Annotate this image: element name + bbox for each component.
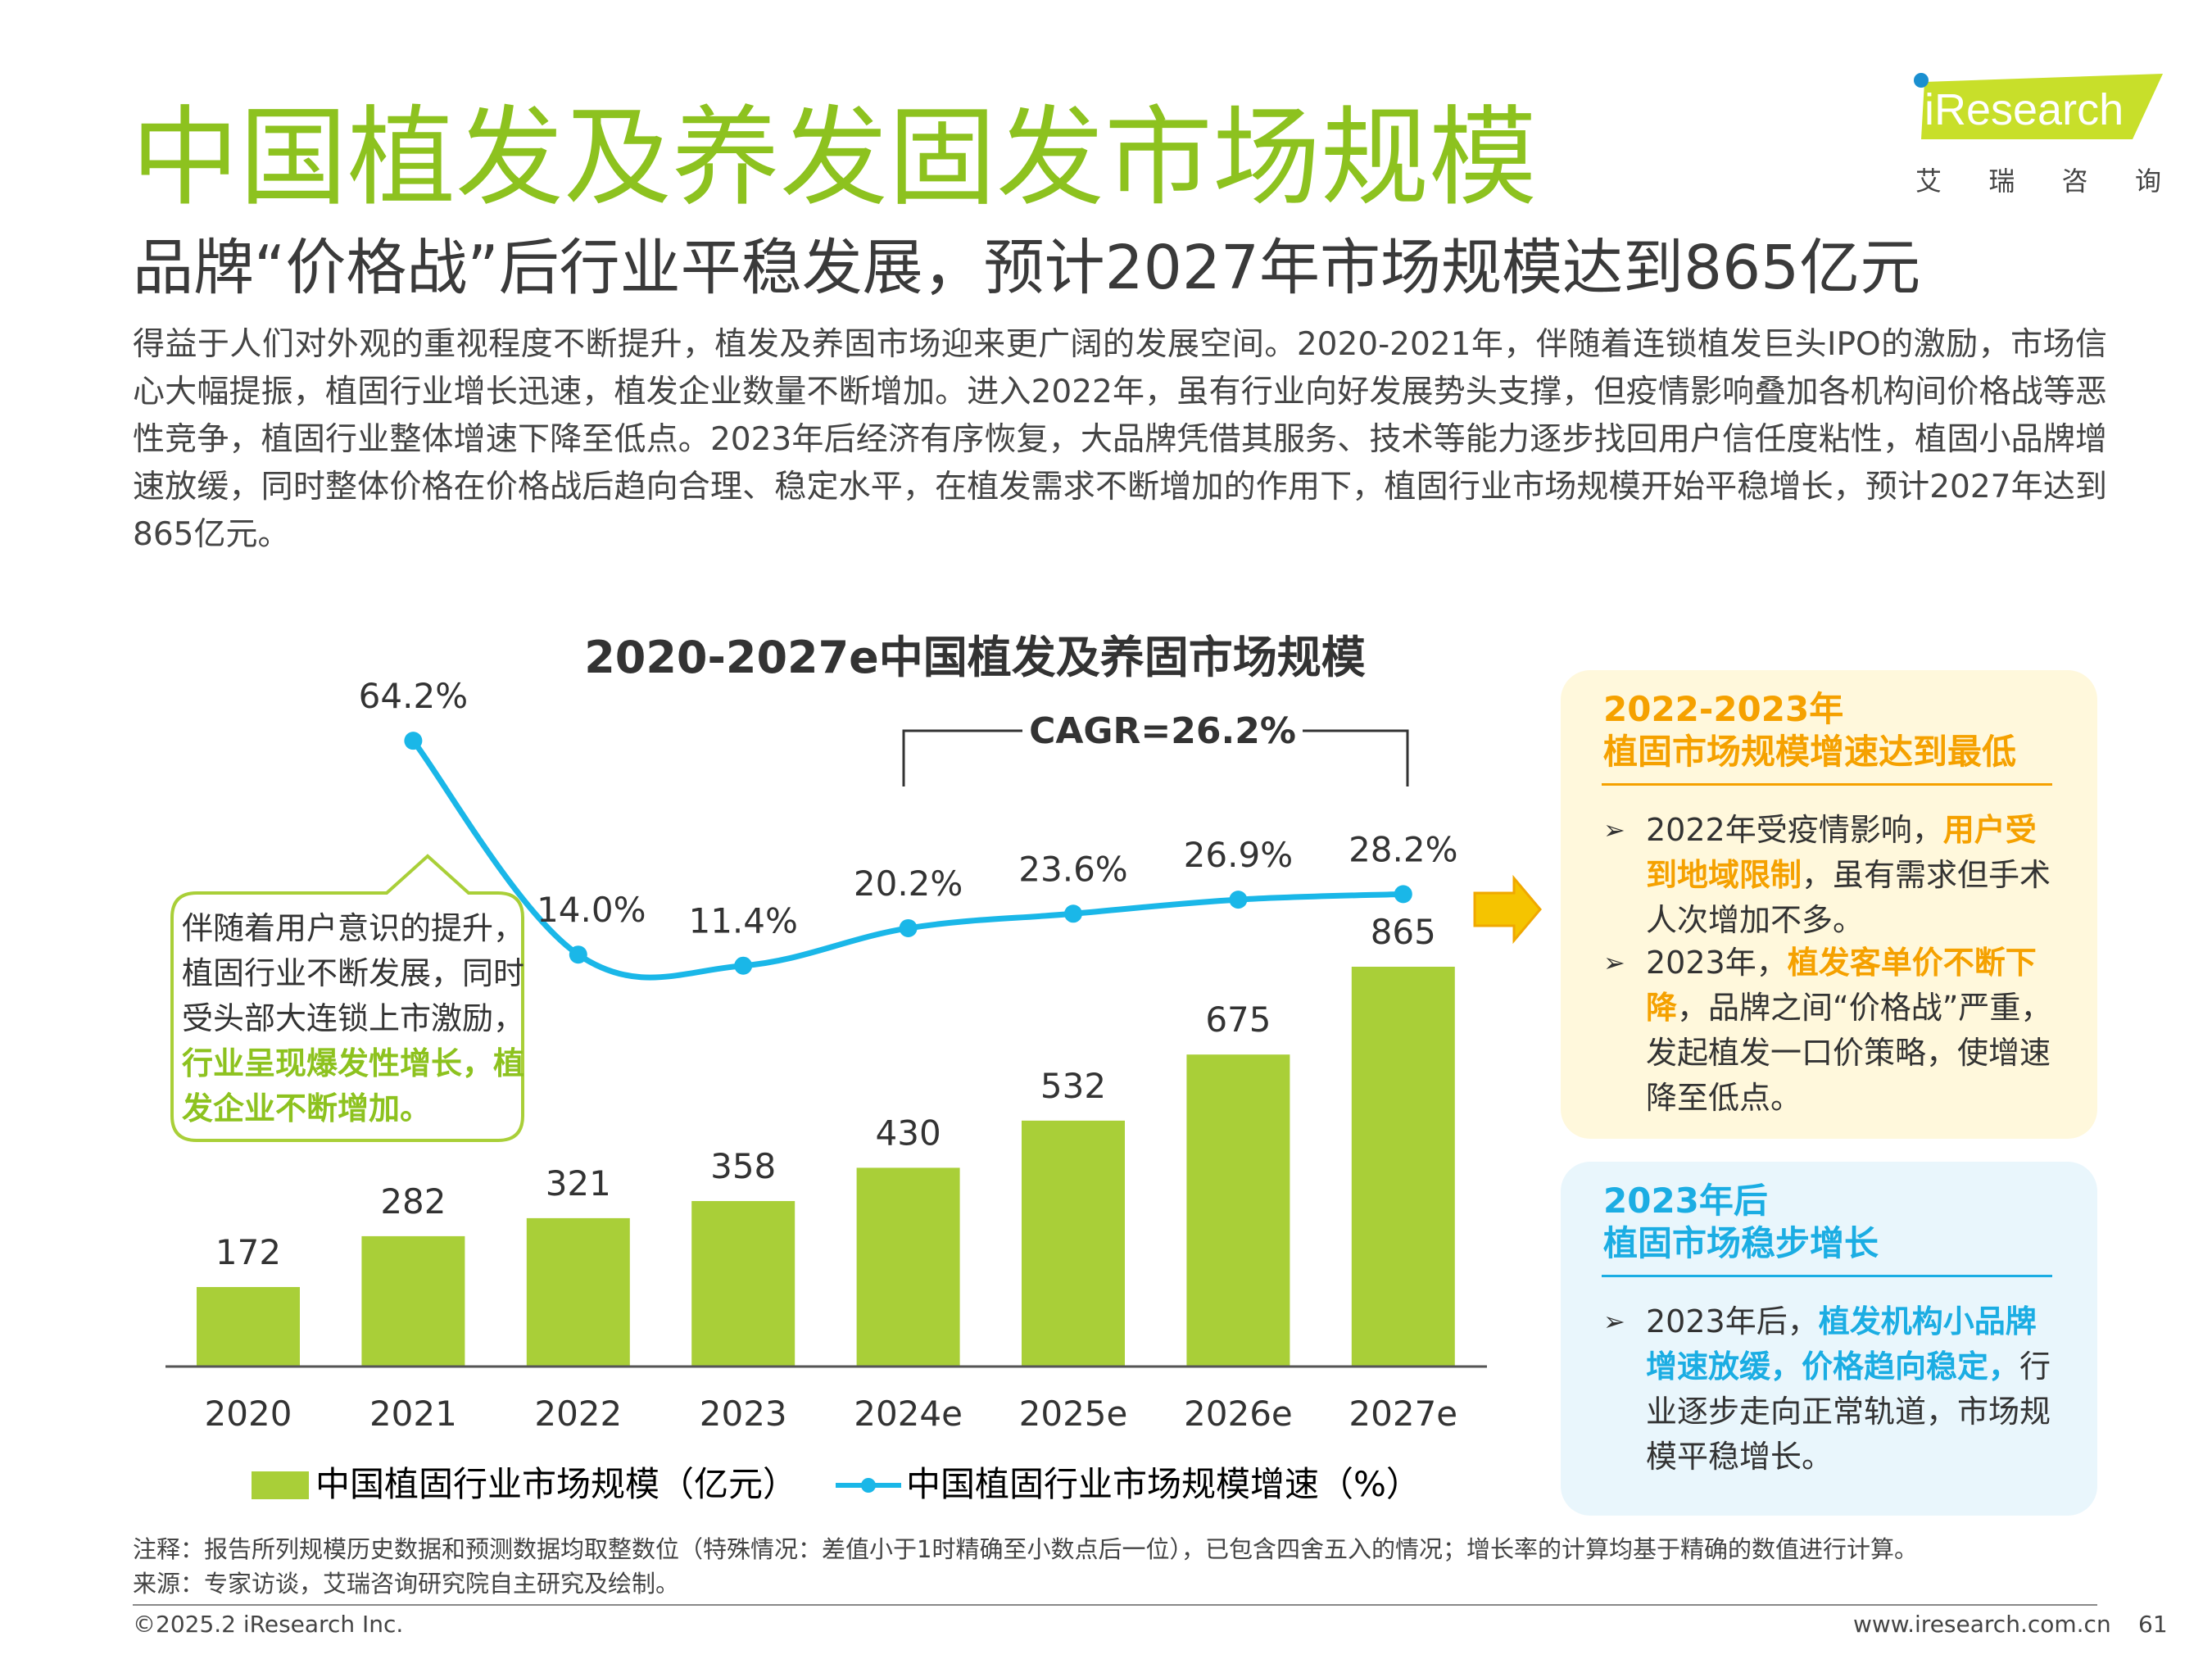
callout-divider [1602, 1275, 2052, 1277]
callout-divider [1602, 783, 2052, 786]
x-tick-label: 2021 [369, 1394, 457, 1434]
callout-bullet: ➢ 2022年受疫情影响，用户受到地域限制，虽有需求但手术人次增加不多。 [1603, 808, 2062, 943]
x-tick-label: 2024e [854, 1394, 963, 1434]
callout-heading: 2022-2023年 [1603, 689, 1844, 729]
callout-heading: 2023年后 [1603, 1181, 1768, 1221]
bar-value-label: 282 [380, 1181, 446, 1222]
page-title: 中国植发及养发固发市场规模 [131, 95, 1537, 221]
note-text: 伴随着用户意识的提升，植固行业不断发展，同时受头部大连锁上市激励， [182, 910, 525, 1036]
growth-point-2027e [1394, 885, 1412, 904]
growth-value-label: 64.2% [359, 676, 468, 716]
x-tick-label: 2025e [1019, 1394, 1128, 1434]
growth-value-label: 20.2% [854, 863, 963, 904]
bar-2022 [526, 1217, 630, 1367]
growth-point-2024e [899, 918, 918, 937]
callout-heading: 植固市场规模增速达到最低 [1603, 732, 2017, 772]
bar-value-label: 675 [1205, 999, 1271, 1040]
chart-annotation-note: 伴随着用户意识的提升，植固行业不断发展，同时受头部大连锁上市激励， 行业呈现爆发性… [182, 906, 530, 1131]
callout-2022-2023: 2022-2023年 植固市场规模增速达到最低 ➢ 2022年受疫情影响，用户受… [1561, 670, 2097, 1139]
bar-value-label: 865 [1371, 912, 1436, 952]
bar-value-label: 321 [546, 1163, 611, 1203]
bar-value-label: 358 [710, 1146, 776, 1186]
bar-2026e [1186, 1054, 1290, 1367]
footer-divider [133, 1604, 2097, 1606]
chart-legend: 中国植固行业市场规模（亿元） 中国植固行业市场规模增速（%） [252, 1464, 1421, 1504]
logo-tag-char: 询 [2134, 165, 2161, 197]
page-number: 61 [2138, 1611, 2168, 1638]
cagr-bracket: CAGR=26.2% [902, 710, 1409, 786]
x-tick-label: 2023 [700, 1394, 787, 1434]
logo-tag-char: 咨 [2061, 165, 2088, 197]
growth-line-layer: 64.2% 14.0% 11.4% 20.2% 23.6% 26.9% 28.2% [359, 676, 1458, 981]
chart-title: 2020-2027e中国植发及养固市场规模 [584, 632, 1366, 683]
bar-2027e [1351, 967, 1455, 1367]
bullet-arrow-icon: ➢ [1603, 1306, 1625, 1337]
x-tick-label: 2022 [534, 1394, 622, 1434]
growth-value-label: 11.4% [688, 901, 797, 941]
bullet-arrow-icon: ➢ [1603, 814, 1625, 845]
footer-note-text: 注释：报告所列规模历史数据和预测数据均取整数位（特殊情况：差值小于1时精确至小数… [133, 1535, 1918, 1563]
x-tick-label: 2026e [1184, 1394, 1293, 1434]
x-tick-label: 2020 [205, 1394, 292, 1434]
growth-point-2022 [569, 945, 587, 964]
growth-value-label: 23.6% [1018, 849, 1127, 889]
logo-tag-char: 瑞 [1988, 165, 2015, 197]
bar-2025e [1022, 1120, 1125, 1367]
growth-point-2025e [1064, 904, 1082, 923]
growth-point-2023 [734, 956, 753, 975]
growth-point-2026e [1229, 891, 1248, 909]
growth-value-label: 14.0% [537, 890, 646, 930]
bar-value-label: 532 [1040, 1066, 1106, 1106]
bar-value-label: 430 [876, 1113, 941, 1153]
callout-after-2023: 2023年后 植固市场稳步增长 ➢ 2023年后，植发机构小品牌增速放缓，价格趋… [1561, 1162, 2097, 1516]
bar-2021 [361, 1235, 465, 1367]
note-bubble [170, 854, 524, 1142]
page-subtitle: 品牌“价格战”后行业平稳发展，预计2027年市场规模达到865亿元 [133, 233, 1921, 303]
note-highlight: 行业呈现爆发性增长，植发企业不断增加。 [182, 1045, 525, 1126]
bars-layer: 172 2020 282 2021 321 2022 358 2023 430 2024e 532 2… [197, 912, 1457, 1434]
legend-bar-label: 中国植固行业市场规模（亿元） [315, 1464, 797, 1504]
iresearch-logo: iResearch [1914, 73, 2163, 139]
arrow-icon [1473, 874, 1542, 945]
footer-notes: 注释：报告所列规模历史数据和预测数据均取整数位（特殊情况：差值小于1时精确至小数… [133, 1532, 1918, 1601]
callout-bullet: ➢ 2023年后，植发机构小品牌增速放缓，价格趋向稳定，行业逐步走向正常轨道，市… [1603, 1299, 2062, 1480]
logo-tag-char: 艾 [1915, 165, 1942, 197]
callout-bullet: ➢ 2023年，植发客单价不断下降，品牌之间“价格战”严重，发起植发一口价策略，… [1603, 941, 2062, 1121]
growth-value-label: 26.9% [1184, 835, 1293, 875]
footer-copyright: ©2025.2 iResearch Inc. [133, 1611, 404, 1638]
bar-2024e [856, 1167, 960, 1367]
logo-tagline: 艾 瑞 咨 询 [1915, 161, 2161, 198]
bar-2020 [197, 1286, 300, 1367]
growth-value-label: 28.2% [1349, 829, 1457, 869]
legend-line-label: 中国植固行业市场规模增速（%） [906, 1464, 1421, 1504]
intro-paragraph: 得益于人们对外观的重视程度不断提升，植发及养固市场迎来更广阔的发展空间。2020… [133, 326, 2107, 553]
footer-website: www.iresearch.com.cn [1853, 1611, 2111, 1638]
legend-bar-swatch [252, 1471, 309, 1499]
bullet-arrow-icon: ➢ [1603, 947, 1625, 978]
growth-point-2021 [404, 732, 423, 750]
cagr-label: CAGR=26.2% [1029, 710, 1296, 752]
footer-source-text: 来源：专家访谈，艾瑞咨询研究院自主研究及绘制。 [133, 1570, 680, 1598]
x-tick-label: 2027e [1349, 1394, 1457, 1434]
logo-wordmark: iResearch [1924, 85, 2124, 134]
bar-value-label: 172 [215, 1232, 281, 1272]
callout-heading: 植固市场稳步增长 [1603, 1223, 1879, 1263]
bar-2023 [691, 1201, 796, 1367]
